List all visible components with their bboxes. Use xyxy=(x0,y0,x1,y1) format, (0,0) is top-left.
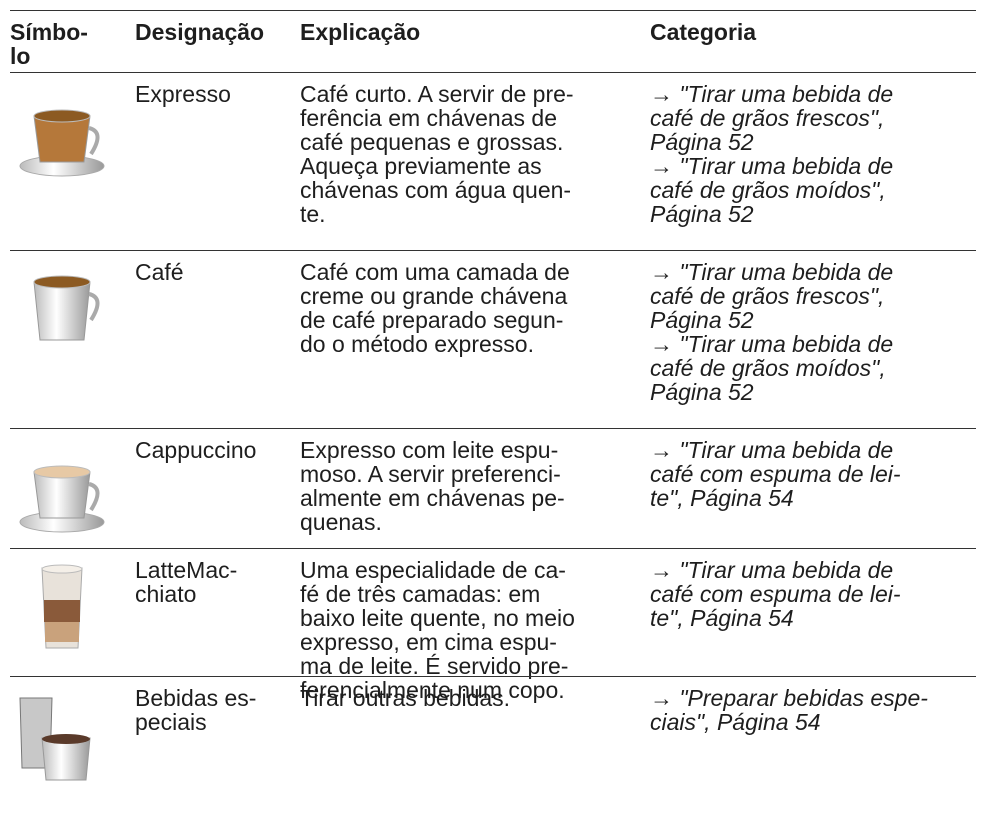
drink-icon xyxy=(19,465,105,533)
text-line: baixo leite quente, no meio xyxy=(300,605,575,631)
explanation-cell: Expresso com leite espu-moso. A servir p… xyxy=(300,438,565,534)
category-cell: → "Tirar uma bebida de café com espuma de… xyxy=(650,438,901,510)
text-line: Bebidas es- xyxy=(135,685,257,711)
text-line: café de grãos moídos", xyxy=(650,177,886,203)
drink-icon xyxy=(33,275,100,341)
text-line: Uma especialidade de ca- xyxy=(300,557,566,583)
text-line: almente em chávenas pe- xyxy=(300,485,565,511)
text-line: Café xyxy=(135,259,184,285)
text-line: quenas. xyxy=(300,509,382,535)
text-line: café de grãos frescos", xyxy=(650,105,885,131)
explanation-cell: Café com uma camada de creme ou grande ch… xyxy=(300,260,570,356)
text-line: → "Preparar bebidas espe- xyxy=(650,685,928,711)
row-rule xyxy=(10,548,976,549)
text-line: café com espuma de lei- xyxy=(650,581,901,607)
text-line: de café preparado segun- xyxy=(300,307,564,333)
text-line: café de grãos frescos", xyxy=(650,283,885,309)
text-line: → "Tirar uma bebida de xyxy=(650,259,894,285)
text-line: ferencialmente num copo. xyxy=(300,677,565,703)
text-line: Página 52 xyxy=(650,201,754,227)
text-line: → "Tirar uma bebida de xyxy=(650,437,894,463)
text-line: Aqueça previamente as xyxy=(300,153,542,179)
text-line: café com espuma de lei- xyxy=(650,461,901,487)
text-line: Designação xyxy=(135,19,265,45)
text-line: → "Tirar uma bebida de xyxy=(650,81,894,107)
header-cell: Símbo-lo xyxy=(10,20,88,68)
text-line: Café com uma camada de xyxy=(300,259,570,285)
row-rule xyxy=(10,250,976,251)
drink-icon xyxy=(19,697,91,781)
text-line: chávenas com água quen- xyxy=(300,177,572,203)
drink-icon xyxy=(19,109,105,177)
explanation-cell: Tirar outras bebidas. xyxy=(300,686,510,710)
text-line: ciais", Página 54 xyxy=(650,709,821,735)
text-line: Página 52 xyxy=(650,129,754,155)
text-line: → "Tirar uma bebida de xyxy=(650,557,894,583)
text-line: Expresso com leite espu- xyxy=(300,437,559,463)
text-line: Explicação xyxy=(300,19,421,45)
text-line: café pequenas e grossas. xyxy=(300,129,564,155)
explanation-cell: Uma especialidade de ca-fé de três camad… xyxy=(300,558,575,702)
text-line: te. xyxy=(300,201,326,227)
drink-icon xyxy=(41,564,83,649)
text-line: te", Página 54 xyxy=(650,485,794,511)
text-line: Página 52 xyxy=(650,379,754,405)
designation-cell: Cappuccino xyxy=(135,438,256,462)
text-line: Categoria xyxy=(650,19,757,45)
explanation-cell: Café curto. A servir de pre-ferência em … xyxy=(300,82,574,226)
text-line: te", Página 54 xyxy=(650,605,794,631)
text-line: ma de leite. É servido pre- xyxy=(300,653,569,679)
text-line: Página 52 xyxy=(650,307,754,333)
text-line: Café curto. A servir de pre- xyxy=(300,81,574,107)
text-line: peciais xyxy=(135,709,207,735)
category-cell: → "Preparar bebidas espe-ciais", Página … xyxy=(650,686,928,734)
text-line: moso. A servir preferenci- xyxy=(300,461,561,487)
text-line: café de grãos moídos", xyxy=(650,355,886,381)
text-line: Cappuccino xyxy=(135,437,257,463)
text-line: chiato xyxy=(135,581,197,607)
text-line: Tirar outras bebidas. xyxy=(300,685,511,711)
category-cell: → "Tirar uma bebida de café de grãos fres… xyxy=(650,82,893,226)
category-cell: → "Tirar uma bebida de café com espuma de… xyxy=(650,558,901,630)
text-line: expresso, em cima espu- xyxy=(300,629,557,655)
text-line: do o método expresso. xyxy=(300,331,534,357)
designation-cell: Café xyxy=(135,260,184,284)
text-line: → "Tirar uma bebida de xyxy=(650,331,894,357)
designation-cell: LatteMac-chiato xyxy=(135,558,237,606)
header-cell: Categoria xyxy=(650,20,756,44)
header-cell: Explicação xyxy=(300,20,420,44)
row-rule xyxy=(10,72,976,73)
row-rule xyxy=(10,676,976,677)
text-line: creme ou grande chávena xyxy=(300,283,568,309)
designation-cell: Expresso xyxy=(135,82,231,106)
text-line: Símbo- xyxy=(10,19,88,45)
text-line: lo xyxy=(10,43,31,69)
text-line: ferência em chávenas de xyxy=(300,105,557,131)
text-line: LatteMac- xyxy=(135,557,238,583)
text-line: → "Tirar uma bebida de xyxy=(650,153,894,179)
designation-cell: Bebidas es-peciais xyxy=(135,686,256,734)
text-line: Expresso xyxy=(135,81,231,107)
category-cell: → "Tirar uma bebida de café de grãos fres… xyxy=(650,260,893,404)
row-rule xyxy=(10,428,976,429)
text-line: fé de três camadas: em xyxy=(300,581,541,607)
header-cell: Designação xyxy=(135,20,264,44)
row-rule xyxy=(10,10,976,11)
